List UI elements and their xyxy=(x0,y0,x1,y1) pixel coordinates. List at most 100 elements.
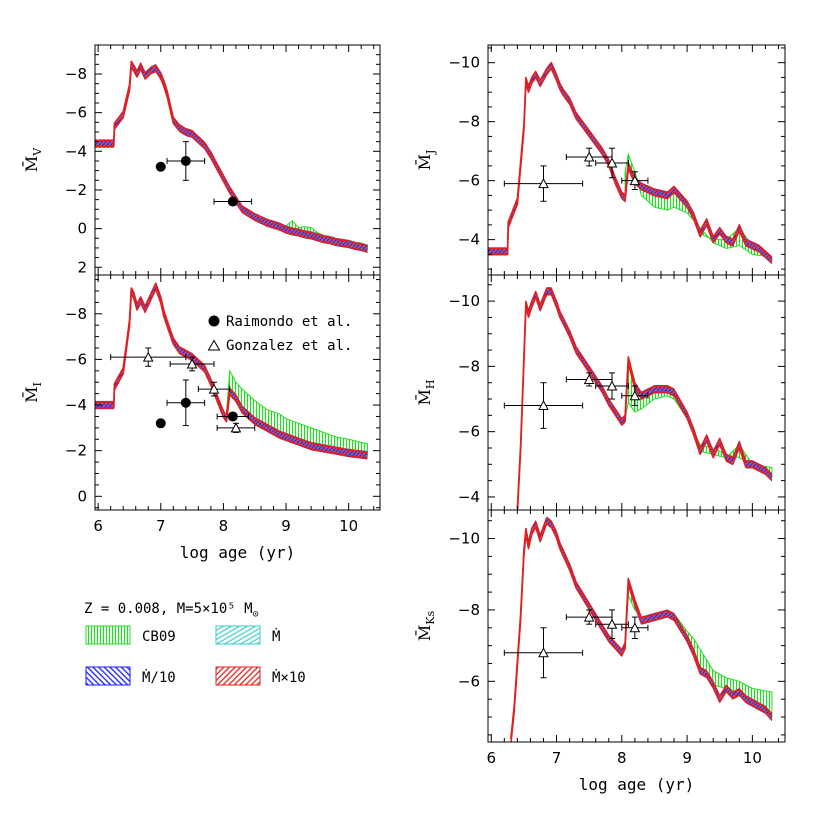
ytick-label-MH--8: −8 xyxy=(458,357,480,375)
ylabel-MJ: M̄J xyxy=(413,150,437,171)
gonzalez-point-MI-1 xyxy=(169,356,215,372)
raimondo-point-MI-1 xyxy=(166,379,206,427)
ytick-label-MH--6: −6 xyxy=(458,423,480,441)
model-line-upper-MV xyxy=(95,60,368,247)
ytick-label-MJ--8: −8 xyxy=(458,113,480,131)
ytick-label-MI--8: −8 xyxy=(65,305,87,323)
xlabel-MKs: log age (yr) xyxy=(579,775,695,794)
cb09-band-MKs xyxy=(624,581,773,718)
plot-area-MI xyxy=(95,282,368,460)
plot-area-MV xyxy=(95,60,368,254)
xtick-label-MI-10: 10 xyxy=(339,517,358,535)
xtick-label-MKs-6: 6 xyxy=(486,749,496,767)
ytick-label-MV-2: 2 xyxy=(77,258,87,276)
mdot10-swatch xyxy=(85,666,131,686)
frame-MKs xyxy=(487,509,786,743)
panels: −8 −6 −4 −2 0 2 M̄V 6 7 8 9 10 log age (yr) −8 −6 −4 −2 0… xyxy=(20,44,786,794)
gonzalez-legend-label: Gonzalez et al. xyxy=(226,338,352,354)
ytick-label-MJ--6: −6 xyxy=(458,172,480,190)
ytick-label-MJ--10: −10 xyxy=(448,54,480,72)
ytick-label-MH--4: −4 xyxy=(458,488,480,506)
cb09-band-MH xyxy=(624,359,773,479)
gonzalez-point-MKs-2 xyxy=(595,609,629,639)
gonzalez-point-MJ-1 xyxy=(565,147,613,167)
ytick-label-MI--6: −6 xyxy=(65,350,87,368)
gonzalez-point-MKs-1 xyxy=(565,609,613,625)
plot-area-MH xyxy=(516,287,773,510)
frame-MI xyxy=(94,274,381,511)
raimondo-point-MV-1 xyxy=(166,141,206,181)
panel-MI: 6 7 8 9 10 log age (yr) −8 −6 −4 −2 0 M̄I xyxy=(20,274,381,562)
gonzalez-point-MKs-0 xyxy=(503,627,584,679)
model-line-upper-MI xyxy=(95,282,368,454)
xtick-label-MI-6: 6 xyxy=(93,517,103,535)
xtick-label-MKs-8: 8 xyxy=(617,749,627,767)
plot-area-MJ xyxy=(488,61,773,265)
xtick-label-MKs-10: 10 xyxy=(743,749,762,767)
params-label: Z = 0.008, M=5×10⁵ M⊙ xyxy=(84,601,259,620)
panel-MH: −10 −8 −6 −4 M̄H xyxy=(413,274,786,511)
ytick-label-MI--4: −4 xyxy=(65,396,87,414)
gonzalez-point-MH-0 xyxy=(503,382,584,429)
raimondo-legend-label: Raimondo et al. xyxy=(226,314,352,330)
panel-legend: Raimondo et al. Gonzalez et al. xyxy=(207,314,352,354)
model-line-MJ xyxy=(488,67,773,264)
mdot10-label: Ṁ/10 xyxy=(142,668,176,686)
gonzalez-point-MI-2 xyxy=(197,381,231,397)
mdot-swatch xyxy=(215,625,261,645)
ytick-label-MI-0: 0 xyxy=(77,487,87,505)
ytick-label-MH--10: −10 xyxy=(448,292,480,310)
xtick-label-MI-8: 8 xyxy=(219,517,229,535)
xtick-label-MKs-9: 9 xyxy=(682,749,692,767)
xtick-label-MI-7: 7 xyxy=(156,517,166,535)
ytick-label-MV--6: −6 xyxy=(65,104,87,122)
ytick-label-MV--2: −2 xyxy=(65,181,87,199)
cb09-label: CB09 xyxy=(142,629,176,645)
gonzalez-point-MJ-3 xyxy=(621,171,649,190)
panel-MJ: −10 −8 −6 −4 M̄J xyxy=(413,44,786,276)
raimondo-point-MV-0 xyxy=(155,161,166,172)
ylabel-MKs: M̄Ks xyxy=(413,611,437,642)
gonzalez-point-MKs-3 xyxy=(621,616,649,639)
gonzalez-point-MI-0 xyxy=(110,347,187,367)
raimondo-point-MI-2 xyxy=(216,411,249,422)
model-line-MKs xyxy=(510,522,773,742)
mdotx10-swatch xyxy=(215,666,261,686)
panel-MV: −8 −6 −4 −2 0 2 M̄V xyxy=(20,44,381,276)
ylabel-MV: M̄V xyxy=(20,147,44,172)
xtick-label-MI-9: 9 xyxy=(281,517,291,535)
model-line-upper-MH xyxy=(516,287,773,508)
model-line-MI xyxy=(95,288,368,459)
raimondo-point-MV-2 xyxy=(213,196,253,207)
ylabel-MI: M̄I xyxy=(20,382,44,403)
mdot-label: Ṁ xyxy=(272,627,280,645)
model-line-MH xyxy=(516,293,773,510)
ylabel-MH: M̄H xyxy=(413,380,437,406)
ytick-label-MKs--10: −10 xyxy=(448,530,480,548)
ytick-label-MKs--6: −6 xyxy=(458,672,480,690)
mdotx10-label: Ṁ×10 xyxy=(272,668,306,686)
gonzalez-point-MJ-0 xyxy=(503,165,584,202)
model-band-MV xyxy=(95,60,368,254)
gonzalez-point-MJ-2 xyxy=(595,147,629,179)
gonzalez-legend-marker xyxy=(207,339,221,351)
model-line-upper-MJ xyxy=(488,61,773,258)
ytick-label-MV--8: −8 xyxy=(65,65,87,83)
raimondo-legend-marker xyxy=(208,315,220,327)
ytick-label-MV-0: 0 xyxy=(77,220,87,238)
gonzalez-point-MH-2 xyxy=(595,372,629,400)
panel-MKs: 6 7 8 9 10 log age (yr) −10 −8 −6 M̄Ks xyxy=(413,509,786,794)
model-line-MV xyxy=(95,66,368,253)
xlabel-MI: log age (yr) xyxy=(180,543,296,562)
model-band-MKs xyxy=(510,516,772,742)
xtick-label-MKs-7: 7 xyxy=(552,749,562,767)
ytick-label-MJ--4: −4 xyxy=(458,231,480,249)
gonzalez-point-MH-1 xyxy=(565,372,613,387)
ytick-label-MV--4: −4 xyxy=(65,142,87,160)
bottom-legend: Z = 0.008, M=5×10⁵ M⊙ CB09 Ṁ Ṁ/10 Ṁ×10 xyxy=(84,601,306,686)
gonzalez-point-MI-3 xyxy=(216,422,256,433)
gonzalez-point-MH-3 xyxy=(621,385,649,407)
model-line-upper-MKs xyxy=(510,517,773,740)
ytick-label-MKs--8: −8 xyxy=(458,601,480,619)
